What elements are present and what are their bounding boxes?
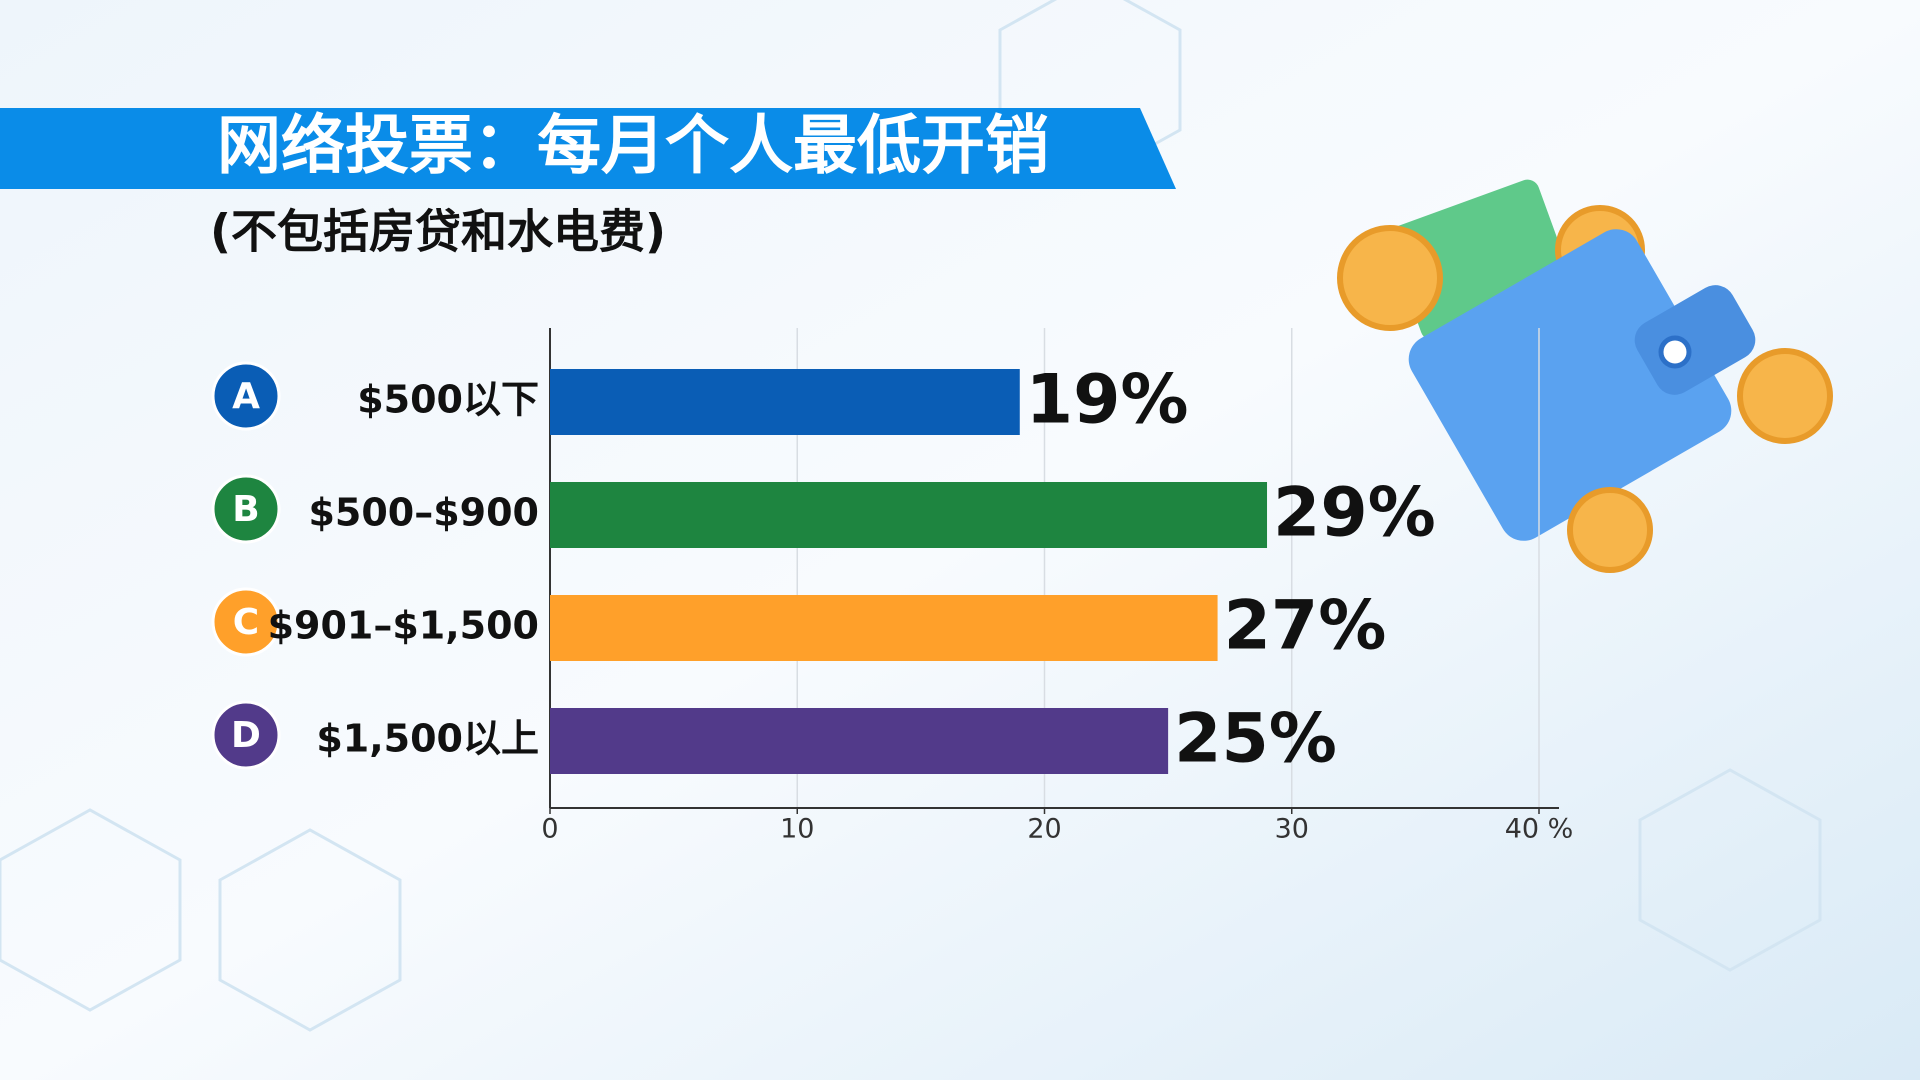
option-letter: B bbox=[232, 489, 259, 530]
x-tick-label: 20 bbox=[1027, 814, 1061, 845]
chart-title: 网络投票：每月个人最低开销 bbox=[217, 110, 1049, 184]
x-tick-label: 10 bbox=[780, 814, 814, 845]
option-letter: D bbox=[231, 715, 261, 756]
option-badge bbox=[211, 700, 281, 770]
value-label: 29% bbox=[1273, 474, 1436, 553]
title-banner bbox=[0, 108, 1176, 189]
bar bbox=[550, 708, 1169, 774]
option-badge bbox=[211, 361, 281, 431]
y-tick-label: $901–$1,500 bbox=[268, 604, 539, 648]
chart-subtitle: (不包括房贷和水电费) bbox=[210, 205, 666, 259]
x-tick-label: 30 bbox=[1275, 814, 1309, 845]
option-badge bbox=[211, 587, 281, 657]
y-tick-label: $500以下 bbox=[357, 378, 539, 422]
option-letter: C bbox=[233, 602, 259, 643]
value-label: 27% bbox=[1224, 587, 1387, 666]
plot: 0 10 20 30 40 % A $500以下 19% B $500–$900 29% C $901–… bbox=[211, 328, 1574, 845]
y-tick-label: $1,500以上 bbox=[316, 717, 539, 761]
y-tick-label: $500–$900 bbox=[308, 491, 539, 535]
x-tick-label: 40 % bbox=[1505, 814, 1574, 845]
x-tick-label: 0 bbox=[541, 814, 558, 845]
option-badge bbox=[211, 474, 281, 544]
value-label: 19% bbox=[1026, 361, 1189, 440]
value-label: 25% bbox=[1174, 700, 1337, 779]
option-letter: A bbox=[232, 376, 260, 417]
bar bbox=[550, 482, 1268, 548]
bar bbox=[550, 369, 1020, 435]
bar bbox=[550, 595, 1218, 661]
wallet-illustration bbox=[1337, 179, 1833, 573]
